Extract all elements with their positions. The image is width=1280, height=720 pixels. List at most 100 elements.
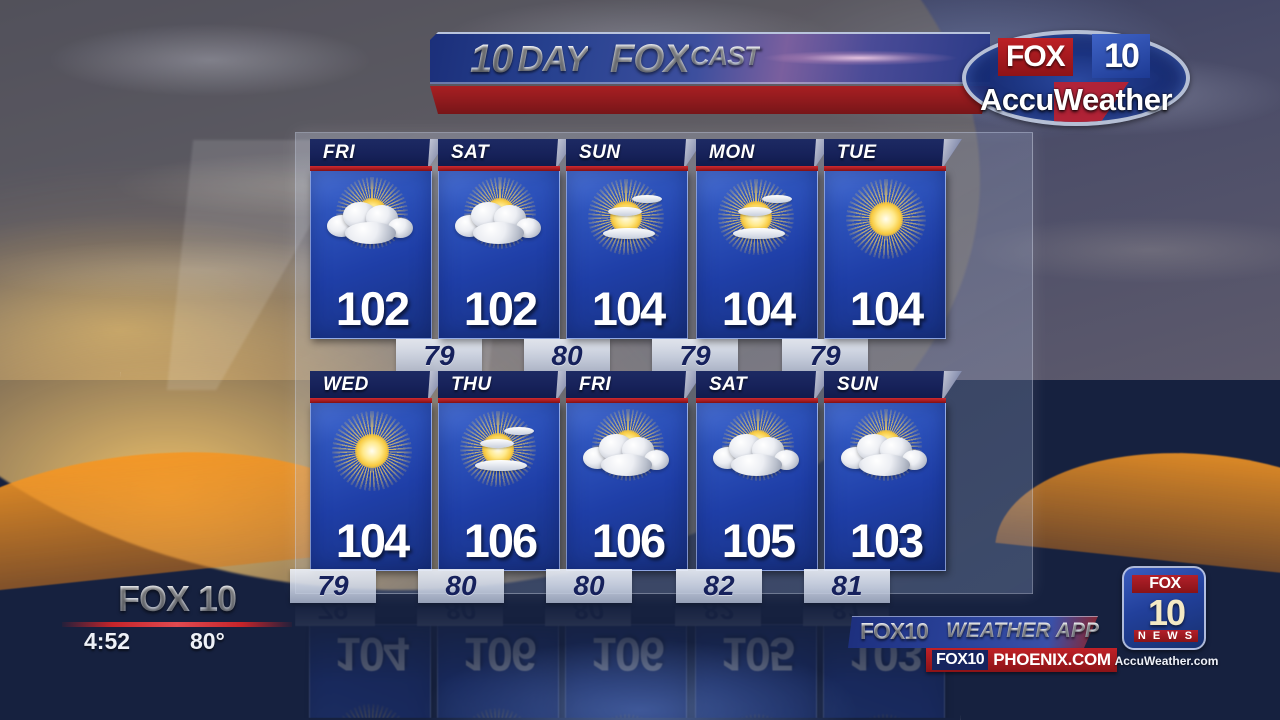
accuweather-logo: FOX 10 AccuWeather <box>962 16 1190 138</box>
forecast-high-temp: 104 <box>591 282 666 335</box>
forecast-card-body: 105 <box>696 403 818 571</box>
forecast-high-temp: 104 <box>335 514 410 567</box>
forecast-low-temp: 82 <box>702 600 734 625</box>
forecast-low-temp: 79 <box>809 340 841 371</box>
forecast-low-temp: 80 <box>444 600 476 625</box>
forecast-day-label: FRI <box>579 374 612 395</box>
logo-accuweather-label: AccuWeather <box>979 82 1173 117</box>
forecast-card-body: 106 <box>565 624 687 718</box>
forecast-card-header: MON <box>696 139 834 166</box>
forecast-high-temp: 106 <box>591 514 666 567</box>
forecast-low-temp-band: 79 <box>782 339 868 373</box>
forecast-card-accent <box>566 398 688 403</box>
app-icon-tile: FOX 10 N E W S <box>1122 566 1206 650</box>
forecast-card-header: TUE <box>824 139 962 166</box>
forecast-low-temp-band: 80 <box>524 339 610 373</box>
forecast-low-temp: 80 <box>573 570 605 601</box>
station-bug: FOX 10 4:52 80° <box>62 578 292 654</box>
forecast-card-accent <box>310 166 432 171</box>
weather-app-url: FOX10 PHOENIX.COM <box>926 648 1117 672</box>
forecast-card-body: 104 <box>566 171 688 339</box>
forecast-low-temp: 79 <box>317 570 349 601</box>
weather-app-url-brand: FOX10 <box>932 650 989 670</box>
forecast-card-body: 103 <box>824 403 946 571</box>
forecast-low-temp-band: 80 <box>545 600 631 626</box>
floor-glow <box>330 610 950 720</box>
sunny-icon <box>825 177 947 261</box>
forecast-card-header: WED <box>310 371 448 398</box>
forecast-card-header: FRI <box>310 139 448 166</box>
forecast-low-temp: 79 <box>423 340 455 371</box>
forecast-low-temp: 82 <box>703 570 735 601</box>
title-day-count: 10 <box>470 36 513 81</box>
forecast-day-label: SUN <box>837 374 879 395</box>
sun-with-thin-clouds-icon <box>439 409 561 493</box>
forecast-card-accent <box>824 398 946 403</box>
forecast-low-temp-band: 80 <box>546 569 632 603</box>
station-bug-temperature: 80° <box>190 628 225 654</box>
forecast-low-temp-band: 80 <box>417 600 503 626</box>
forecast-card-header: SUN <box>566 139 704 166</box>
forecast-low-temp-band: 82 <box>675 600 761 626</box>
forecast-high-temp: 104 <box>849 282 924 335</box>
sunny-icon <box>311 409 433 493</box>
forecast-card-header: SAT <box>438 139 576 166</box>
station-bug-rule <box>62 622 292 627</box>
forecast-high-temp: 103 <box>849 514 924 567</box>
forecast-high-temp: 104 <box>721 282 796 335</box>
station-bug-brand: FOX 10 <box>92 578 262 620</box>
weather-app-promo: FOX10 WEATHER APP FOX10 PHOENIX.COM <box>848 612 1138 676</box>
forecast-low-temp: 80 <box>551 340 583 371</box>
forecast-card-body: 106 <box>566 403 688 571</box>
title-banner-red-bar <box>430 86 990 114</box>
title-day-word: DAY <box>517 38 589 79</box>
forecast-card-accent <box>438 398 560 403</box>
forecast-high-temp: 105 <box>720 628 794 681</box>
forecast-card[interactable]: FRI 106 <box>566 371 704 571</box>
weather-app-url-domain: PHOENIX.COM <box>993 650 1111 669</box>
forecast-high-temp: 102 <box>463 282 538 335</box>
app-icon-accuweather-label: AccuWeather.com <box>1114 654 1219 668</box>
forecast-card-accent <box>824 166 946 171</box>
title-cast: CAST <box>690 40 760 71</box>
title-lens-flare <box>730 38 990 78</box>
forecast-card-body: 104 <box>696 171 818 339</box>
forecast-high-temp: 104 <box>334 628 408 681</box>
forecast-card-body: 106 <box>437 624 559 718</box>
sun-behind-cloud-icon <box>824 702 946 718</box>
forecast-card[interactable]: TUE 104 <box>824 139 962 339</box>
forecast-card[interactable]: SAT 102 <box>438 139 576 339</box>
weather-app-bar <box>848 616 1098 648</box>
logo-oval-globe-icon <box>962 30 1190 126</box>
forecast-card[interactable]: SUN 103 <box>824 371 962 571</box>
app-icon-fox-label: FOX <box>1132 575 1198 593</box>
forecast-card-body: 105 <box>695 624 817 718</box>
forecast-low-temp-band: 81 <box>804 569 890 603</box>
forecast-low-temp: 79 <box>679 340 711 371</box>
title-banner: 10 DAY FOX CAST <box>430 32 990 114</box>
forecast-card[interactable]: SUN 104 <box>566 139 704 339</box>
app-icon-channel-label: 10 <box>1147 592 1186 633</box>
forecast-low-temp: 79 <box>316 600 348 625</box>
app-icon-bug: FOX 10 N E W S AccuWeather.com <box>1112 566 1218 674</box>
forecast-card[interactable]: WED 104 <box>310 371 448 571</box>
forecast-day-label: TUE <box>837 142 877 163</box>
forecast-low-temp-band: 79 <box>295 600 375 626</box>
forecast-day-label: MON <box>709 142 755 163</box>
sunny-icon <box>310 702 432 718</box>
forecast-low-temp-band: 79 <box>396 339 482 373</box>
forecast-card[interactable]: FRI 102 <box>310 139 448 339</box>
forecast-card-header: THU <box>438 371 576 398</box>
forecast-day-label: SAT <box>451 142 490 163</box>
app-icon-news-label: N E W S <box>1134 630 1198 642</box>
forecast-card[interactable]: MON 104 <box>696 139 834 339</box>
forecast-low-temp-band: 80 <box>418 569 504 603</box>
forecast-card-accent <box>310 398 432 403</box>
app-icon-accuweather-line: AccuWeather.com <box>1112 654 1219 668</box>
